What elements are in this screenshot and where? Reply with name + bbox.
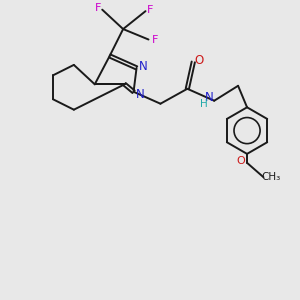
Text: N: N <box>136 88 145 101</box>
Text: O: O <box>237 156 245 166</box>
Text: F: F <box>147 5 153 15</box>
Text: F: F <box>94 3 101 13</box>
Text: O: O <box>194 54 203 67</box>
Text: N: N <box>205 91 213 104</box>
Text: CH₃: CH₃ <box>261 172 280 182</box>
Text: F: F <box>152 34 158 44</box>
Text: H: H <box>200 99 208 109</box>
Text: N: N <box>139 60 148 73</box>
